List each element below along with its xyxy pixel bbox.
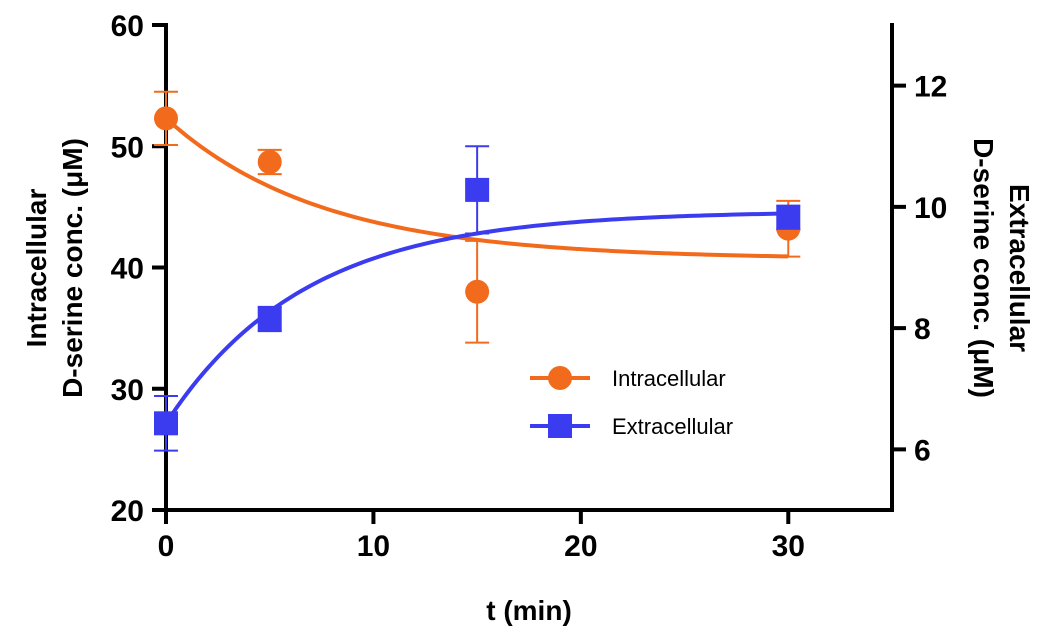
left-y-tick-label: 40 bbox=[111, 253, 144, 286]
data-point-intracellular bbox=[154, 106, 178, 131]
x-tick-label: 0 bbox=[158, 530, 175, 563]
left-y-tick-label: 50 bbox=[111, 131, 144, 164]
right-y-tick-label: 12 bbox=[914, 71, 947, 104]
data-point-extracellular bbox=[465, 177, 490, 202]
x-tick-label: 30 bbox=[772, 530, 805, 563]
x-axis-title: t (min) bbox=[486, 595, 572, 626]
x-tick-label: 10 bbox=[357, 530, 390, 563]
data-point-extracellular bbox=[257, 307, 282, 332]
legend-label-extracellular: Extracellular bbox=[612, 414, 733, 439]
legend-label-intracellular: Intracellular bbox=[612, 366, 726, 391]
legend: Intracellular Extracellular bbox=[530, 366, 733, 439]
left-y-ticks: 20 30 40 50 60 bbox=[111, 10, 166, 528]
left-y-axis-title-line-2: D-serine conc. (μM) bbox=[57, 138, 88, 398]
right-y-axis-title-line-2: D-serine conc. (μM) bbox=[968, 138, 999, 398]
left-y-axis-title-line-1: Intracellular bbox=[21, 189, 52, 348]
data-markers bbox=[154, 106, 801, 436]
data-point-extracellular bbox=[154, 411, 178, 436]
legend-marker-extracellular bbox=[548, 414, 572, 438]
legend-item-extracellular: Extracellular bbox=[530, 414, 733, 439]
data-point-intracellular bbox=[257, 150, 282, 175]
legend-item-intracellular: Intracellular bbox=[530, 366, 726, 391]
right-y-axis-title-line-1: Extracellular bbox=[1004, 184, 1035, 352]
right-y-tick-label: 6 bbox=[914, 434, 931, 467]
axes bbox=[164, 23, 894, 512]
left-y-tick-label: 30 bbox=[111, 374, 144, 407]
data-point-intracellular bbox=[465, 279, 490, 304]
left-y-tick-label: 20 bbox=[111, 495, 144, 528]
error-bars bbox=[154, 90, 801, 452]
right-y-tick-label: 8 bbox=[914, 313, 931, 346]
legend-marker-intracellular bbox=[548, 366, 572, 390]
left-y-tick-label: 60 bbox=[111, 10, 144, 43]
left-y-axis-title: Intracellular D-serine conc. (μM) bbox=[21, 138, 88, 398]
right-y-ticks: 6 8 10 12 bbox=[892, 71, 947, 467]
right-y-axis-title: Extracellular D-serine conc. (μM) bbox=[968, 138, 1035, 398]
x-tick-label: 20 bbox=[564, 530, 597, 563]
x-ticks: 0 10 20 30 bbox=[158, 510, 805, 563]
data-point-extracellular bbox=[776, 205, 801, 230]
right-y-tick-label: 10 bbox=[914, 192, 947, 225]
